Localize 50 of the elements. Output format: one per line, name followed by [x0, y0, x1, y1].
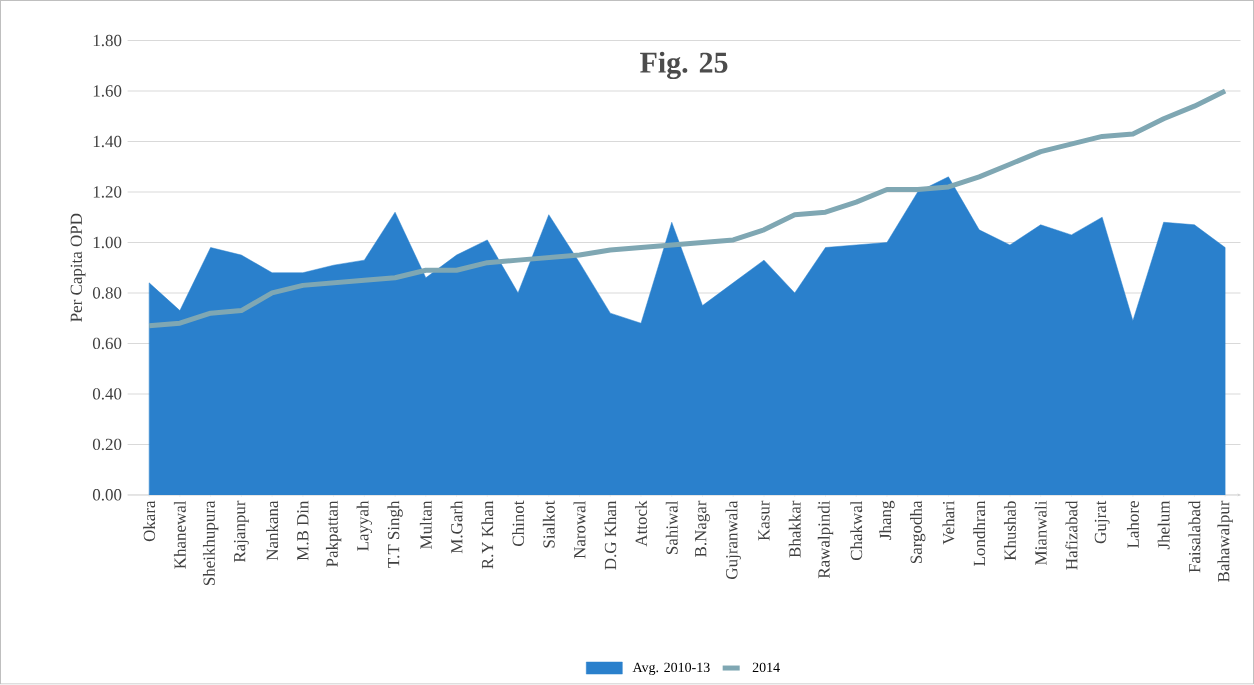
y-tick-label: 1.60 [93, 85, 122, 97]
x-tick-label: R.Y Khan [481, 501, 494, 570]
chart-title: Fig. 25 [640, 51, 728, 80]
y-axis-title: Per Capita OPD [70, 214, 86, 323]
x-tick-label: Vehari [942, 501, 955, 545]
x-tick-label: Pakpattan [325, 501, 342, 568]
x-tick-label: Jhang [879, 501, 895, 540]
y-tick-label: 1.20 [93, 186, 122, 198]
x-tick-label: Bhakkar [788, 500, 801, 558]
y-tick-label: 0.20 [92, 438, 122, 451]
x-tick-label: Hafizabad [1065, 500, 1078, 570]
x-tick-label: Jhelum [1157, 501, 1170, 550]
x-tick-label: Chinot [512, 500, 525, 547]
legend-label: 2014 [752, 662, 780, 673]
y-tick-label: 0.40 [92, 388, 122, 400]
x-tick-label: Chakwal [850, 501, 863, 561]
x-tick-label: Faisalabad [1188, 500, 1201, 573]
x-tick-label: M.Garh [450, 500, 463, 554]
x-tick-label: Bahawalpur [1217, 500, 1233, 583]
y-tick-label: 1.40 [93, 135, 122, 148]
x-tick-label: B.Nagar [695, 500, 710, 558]
x-tick-label: Nankana [266, 501, 279, 561]
y-tick-label: 1.00 [93, 236, 122, 249]
x-tick-label: Mianwali [1034, 501, 1047, 566]
x-tick-label: Attock [635, 500, 647, 547]
y-tick-label: 1.80 [93, 34, 122, 47]
x-tick-label: Sargodha [910, 501, 926, 564]
x-tick-label: M.B Din [297, 501, 309, 561]
x-tick-label: Multan [419, 501, 432, 550]
x-tick-label: Okara [143, 501, 156, 542]
x-tick-label: Sahiwal [665, 501, 678, 555]
x-tick-label: Gujrat [1094, 500, 1110, 544]
y-tick-label: 0.00 [92, 489, 122, 501]
y-tick-label: 0.60 [92, 337, 122, 350]
y-tick-label: 0.80 [92, 287, 122, 299]
x-tick-label: Khushab [1003, 501, 1016, 561]
x-tick-label: Rajanpur [233, 500, 249, 563]
x-tick-label: Londhran [973, 501, 986, 567]
x-tick-label: Khanewal [173, 501, 186, 569]
x-tick-label: Sheikhupura [202, 501, 219, 586]
legend-label: Avg. 2010-13 [632, 662, 710, 676]
x-tick-label: Layyah [356, 500, 373, 552]
x-tick-label: Kasur [758, 500, 770, 541]
x-tick-label: Sialkot [542, 500, 555, 548]
x-tick-label: Lahore [1126, 501, 1139, 549]
x-tick-label: Gujranwala [725, 501, 741, 580]
x-tick-label: Rawalpindi [817, 501, 834, 579]
x-tick-label: T.T Singh [387, 500, 403, 568]
x-tick-label: D.G Khan [604, 501, 617, 570]
x-tick-label: Narowal [573, 501, 586, 559]
